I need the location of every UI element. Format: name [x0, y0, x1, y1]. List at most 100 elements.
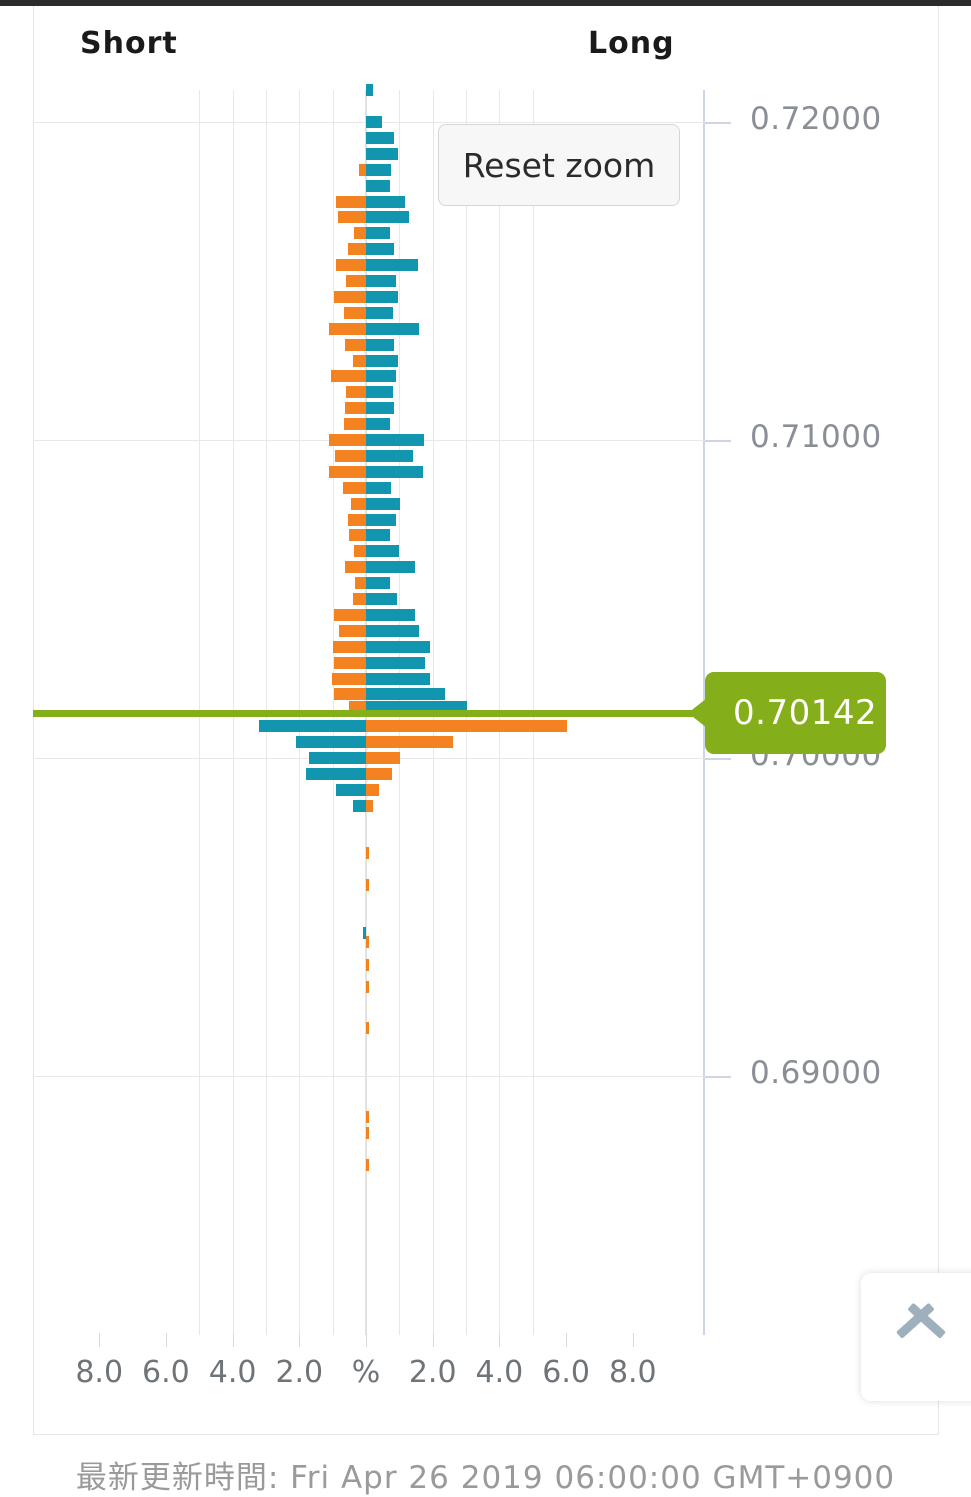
reset-zoom-label: Reset zoom [462, 145, 656, 185]
x-axis-tick [99, 1333, 101, 1347]
bar-short [345, 402, 366, 415]
bar-long [366, 386, 393, 399]
bar-short [344, 418, 366, 431]
bar-long [295, 736, 366, 749]
bar-long [366, 608, 416, 621]
bar-short [355, 577, 366, 590]
bar-short [366, 736, 454, 749]
bar-short [328, 434, 366, 446]
y-axis-label: 0.71000 [750, 419, 882, 455]
bar-long [366, 322, 420, 335]
y-axis-tick [705, 440, 731, 442]
bar-short [354, 227, 366, 240]
bar-short [342, 481, 366, 494]
bar-long [259, 720, 366, 733]
bar-long [366, 561, 416, 574]
bar-long [366, 116, 382, 128]
bar-long [305, 767, 366, 780]
bar-long [366, 163, 391, 176]
x-axis-label: 4.0 [475, 1355, 524, 1390]
bar-long [366, 275, 396, 287]
bar-short [366, 1022, 369, 1035]
bar-short [366, 1127, 369, 1140]
bar-long [366, 672, 431, 685]
x-axis-tick [366, 1333, 367, 1347]
x-axis-tick [432, 1333, 434, 1347]
long-side-label: Long [588, 26, 675, 61]
bar-short [344, 306, 366, 319]
bar-long [309, 752, 366, 764]
bar-long [366, 545, 400, 558]
bar-long [366, 418, 390, 431]
last-update-text: 最新更新時間: Fri Apr 26 2019 06:00:00 GMT+090… [75, 1460, 896, 1496]
y-axis-tick [705, 122, 731, 124]
x-axis-label: 6.0 [142, 1355, 190, 1390]
bar-short [347, 243, 366, 256]
x-axis-tick [632, 1333, 634, 1347]
bar-short [345, 561, 366, 574]
reset-zoom-button[interactable]: Reset zoom [438, 124, 680, 206]
bar-short [345, 338, 366, 351]
x-axis-tick [299, 1333, 301, 1347]
bar-long [366, 227, 390, 240]
bar-short [330, 370, 366, 383]
bar-short [334, 656, 366, 669]
bar-long [366, 290, 398, 303]
bar-long [366, 434, 425, 446]
bar-long [366, 402, 395, 415]
bar-long [366, 370, 396, 383]
bar-short [366, 879, 369, 892]
x-axis-tick [232, 1333, 234, 1347]
bar-long [362, 926, 366, 939]
bar-long [366, 593, 397, 605]
bar-short [345, 275, 366, 287]
bar-long [366, 481, 391, 494]
bar-long [366, 513, 396, 526]
y-axis-label: 0.69000 [750, 1055, 882, 1091]
y-axis-tick [705, 758, 731, 760]
scroll-to-top-button[interactable] [861, 1273, 971, 1401]
price-line [33, 709, 705, 717]
bar-long [366, 640, 431, 653]
short-side-label: Short [80, 26, 178, 61]
chevron-up-icon [893, 1309, 949, 1365]
bar-long [366, 131, 395, 144]
bar-long [366, 306, 393, 319]
bar-short [366, 720, 567, 733]
bar-long [366, 688, 446, 701]
bar-short [338, 624, 366, 637]
bar-short [334, 688, 366, 701]
bar-short [352, 354, 366, 367]
bar-long [366, 497, 401, 510]
bar-short [366, 799, 373, 812]
x-axis-tick [566, 1333, 568, 1347]
bar-short [332, 640, 366, 653]
bar-short [359, 163, 366, 176]
bar-short [366, 936, 369, 949]
y-gridline [33, 1076, 705, 1077]
bar-short [331, 672, 366, 685]
x-axis-label: 2.0 [408, 1355, 457, 1390]
bar-long [366, 656, 426, 669]
bar-long [366, 84, 373, 97]
bar-long [366, 577, 390, 590]
bar-short [366, 752, 401, 764]
bar-long [366, 195, 406, 208]
bar-short [353, 593, 366, 605]
x-axis-label: 6.0 [542, 1355, 590, 1390]
x-axis-label: 4.0 [208, 1355, 257, 1390]
current-price-value: 0.70142 [733, 692, 878, 733]
bar-short [335, 449, 366, 462]
bar-short [335, 259, 366, 272]
bar-short [366, 980, 369, 993]
x-axis-label: 2.0 [275, 1355, 324, 1390]
x-axis-label: 8.0 [75, 1355, 124, 1390]
x-axis-label: 8.0 [608, 1355, 657, 1390]
bar-short [354, 545, 366, 558]
bar-short [366, 958, 369, 971]
bar-short [335, 195, 366, 208]
bar-short [329, 322, 366, 335]
bar-short [350, 497, 366, 510]
current-price-badge: 0.70142 [705, 671, 886, 754]
